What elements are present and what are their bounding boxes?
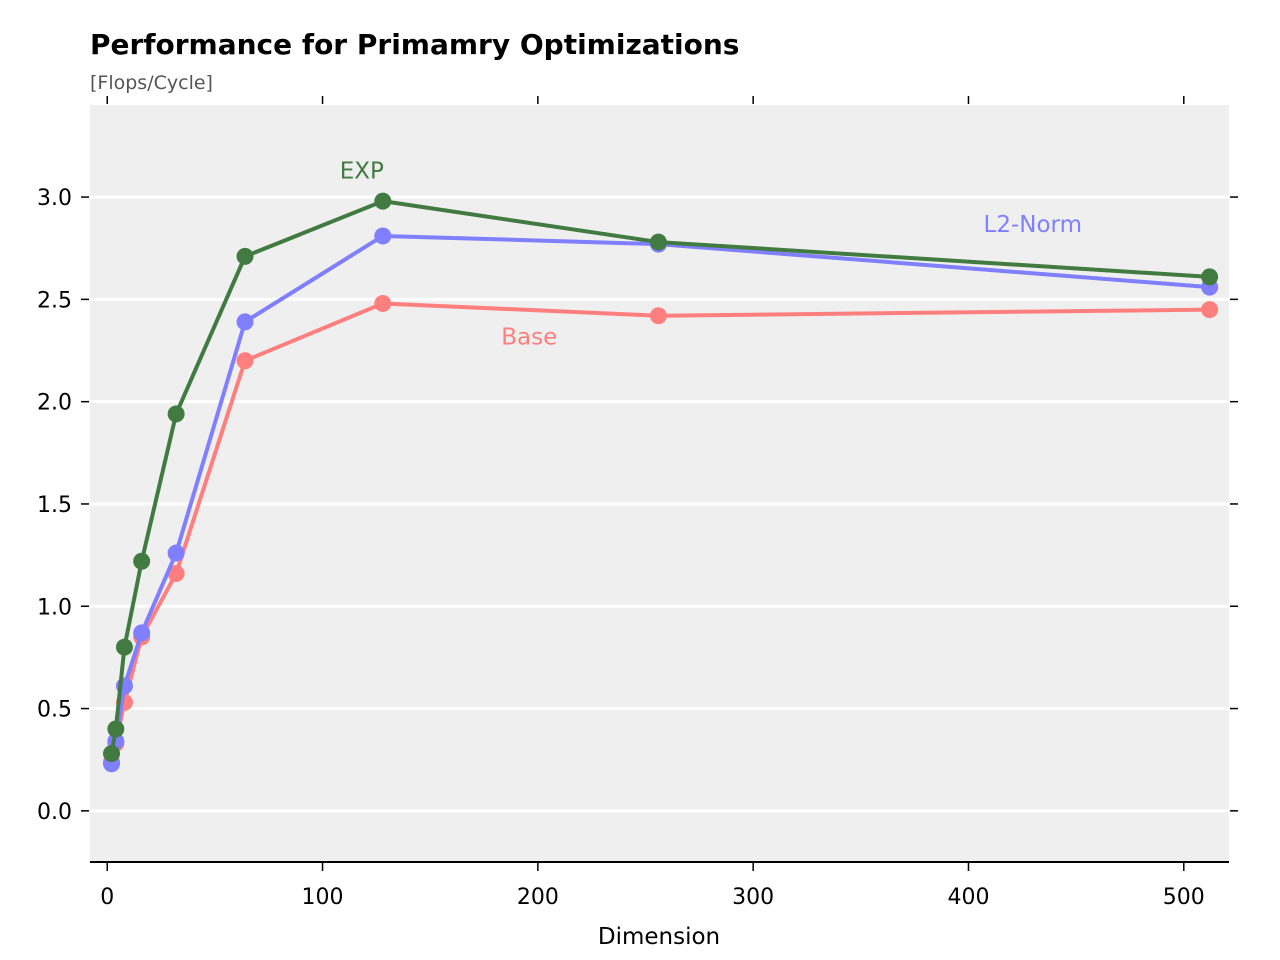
- x-tick-label: 0: [100, 885, 114, 910]
- data-point-exp: [649, 233, 667, 251]
- series-label-l2-norm: L2-Norm: [984, 212, 1082, 238]
- series-label-exp: EXP: [340, 159, 384, 185]
- y-tick-label: 1.5: [37, 493, 72, 518]
- x-tick-label: 300: [732, 885, 774, 910]
- data-point-base: [167, 565, 185, 583]
- data-point-l2-norm: [374, 227, 392, 245]
- data-point-base: [374, 294, 392, 312]
- y-tick-label: 1.0: [37, 595, 72, 620]
- series-label-base: Base: [501, 324, 557, 350]
- y-tick-label: 3.0: [37, 186, 72, 211]
- y-tick-label: 0.0: [37, 800, 72, 825]
- x-axis-label: Dimension: [598, 924, 720, 950]
- data-point-l2-norm: [133, 624, 151, 642]
- y-tick-label: 2.0: [37, 391, 72, 416]
- x-tick-label: 100: [302, 885, 344, 910]
- plot-background: [90, 105, 1229, 862]
- data-point-exp: [107, 720, 125, 738]
- data-point-l2-norm: [167, 544, 185, 562]
- data-point-exp: [1201, 268, 1219, 286]
- data-point-exp: [167, 405, 185, 423]
- chart-title: Performance for Primamry Optimizations: [90, 28, 740, 61]
- x-tick-label: 400: [947, 885, 989, 910]
- x-tick-label: 200: [517, 885, 559, 910]
- data-point-base: [649, 307, 667, 325]
- data-point-exp: [133, 552, 151, 570]
- chart-subtitle: [Flops/Cycle]: [90, 72, 213, 94]
- data-point-exp: [236, 247, 254, 265]
- y-tick-label: 2.5: [37, 288, 72, 313]
- data-point-base: [236, 352, 254, 370]
- data-point-l2-norm: [236, 313, 254, 331]
- x-tick-label: 500: [1163, 885, 1205, 910]
- data-point-exp: [374, 192, 392, 210]
- data-point-base: [1201, 301, 1219, 319]
- y-tick-label: 0.5: [37, 698, 72, 723]
- data-point-exp: [103, 745, 121, 763]
- data-point-exp: [115, 638, 133, 656]
